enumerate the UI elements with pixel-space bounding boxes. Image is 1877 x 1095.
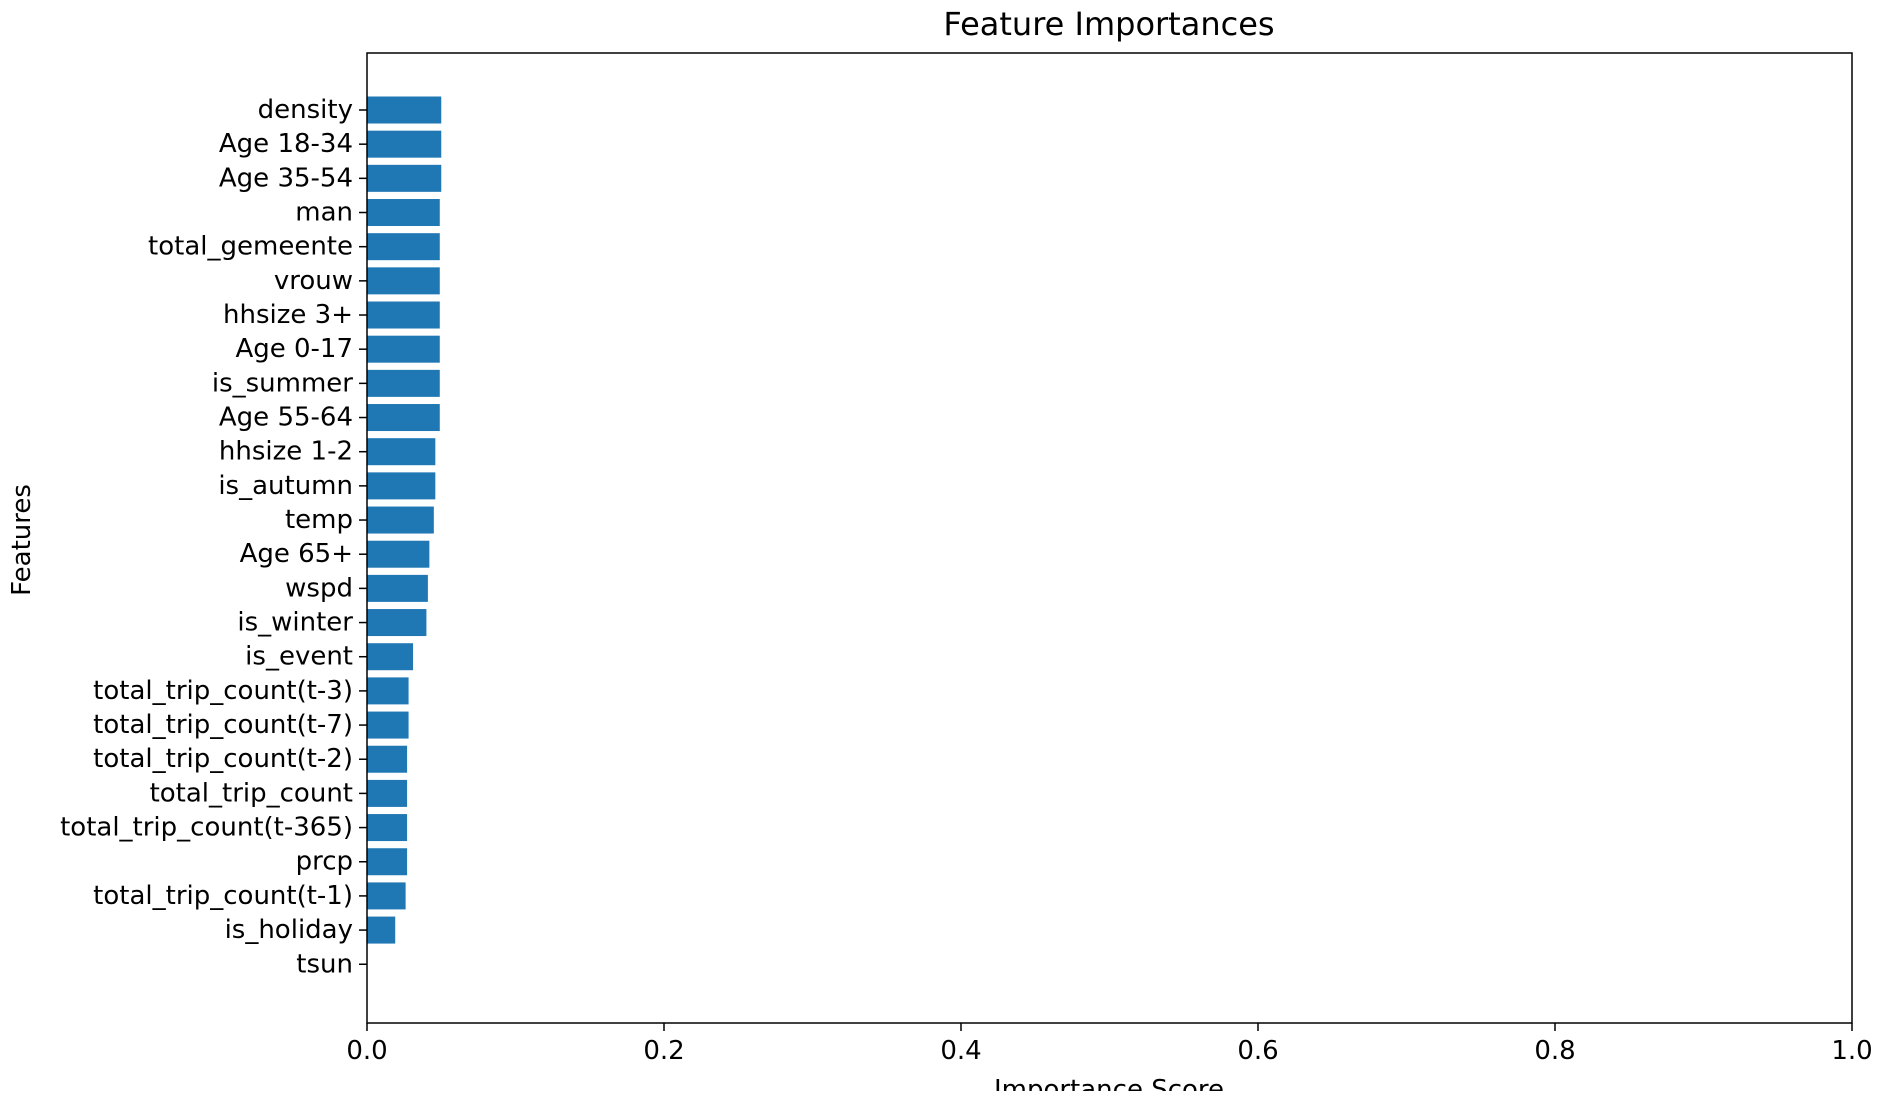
axes-frame (366, 52, 1853, 1024)
bar-is-event (367, 643, 414, 671)
bar-hhsize-1-2 (367, 438, 436, 466)
x-tick-label: 0.6 (1237, 1036, 1278, 1066)
x-tick-label: 1.0 (1831, 1036, 1872, 1066)
y-axis-label: Features (7, 484, 37, 596)
y-tick-label: tsun (296, 949, 353, 979)
y-tick-label: total_trip_count(t-3) (93, 676, 353, 706)
bar-wspd (367, 574, 428, 602)
bar-hhsize-3- (367, 301, 440, 329)
bar-age-0-17 (367, 335, 440, 363)
y-tick-label: total_trip_count(t-1) (93, 881, 353, 911)
y-tick-label: total_trip_count(t-365) (60, 813, 353, 843)
bar-total-trip-count-t-1- (367, 882, 406, 910)
y-tick-label: man (295, 198, 353, 228)
y-tick-label: wspd (285, 573, 353, 603)
bar-prcp (367, 848, 408, 876)
y-tick-label: total_trip_count(t-2) (93, 744, 353, 774)
y-tick-label: hhsize 1-2 (219, 437, 353, 467)
x-axis-label: Importance Score (994, 1075, 1224, 1091)
bar-age-35-54 (367, 164, 442, 192)
x-tick-label: 0.8 (1534, 1036, 1575, 1066)
y-tick-label: hhsize 3+ (223, 300, 353, 330)
chart-title: Feature Importances (943, 5, 1274, 43)
bar-total-trip-count (367, 779, 408, 807)
y-tick-label: is_autumn (218, 471, 353, 501)
x-tick-label: 0.4 (940, 1036, 981, 1066)
bar-density (367, 96, 442, 124)
bar-age-65- (367, 540, 430, 568)
plot-area: density Age 18-34 Age 35-54 man total_gemeen… (60, 52, 1873, 1066)
bar-total-trip-count-t-3- (367, 677, 409, 705)
y-tick-label: prcp (296, 847, 353, 877)
bar-total-trip-count-t-2- (367, 745, 408, 773)
y-tick-label: vrouw (274, 266, 353, 296)
y-tick-label: temp (285, 505, 353, 535)
bar-man (367, 199, 440, 227)
y-tick-label: Age 55-64 (219, 403, 353, 433)
y-tick-label: is_winter (237, 608, 353, 638)
bar-age-18-34 (367, 130, 442, 158)
y-tick-label: total_trip_count(t-7) (93, 710, 353, 740)
x-tick-label: 0.2 (643, 1036, 684, 1066)
bar-is-autumn (367, 472, 436, 500)
bar-total-trip-count-t-7- (367, 711, 409, 739)
bar-total-trip-count-t-365- (367, 814, 408, 842)
bar-is-summer (367, 369, 440, 397)
bar-temp (367, 506, 434, 534)
y-tick-label: Age 35-54 (219, 163, 353, 193)
bar-total-gemeente (367, 233, 440, 261)
y-tick-label: is_event (245, 642, 353, 672)
bar-is-winter (367, 609, 427, 637)
y-tick-label: Age 0-17 (235, 334, 353, 364)
y-tick-label: is_summer (212, 368, 353, 398)
y-tick-label: Age 18-34 (219, 129, 353, 159)
y-tick-label: is_holiday (225, 915, 353, 945)
x-tick-label: 0.0 (346, 1036, 387, 1066)
y-tick-label: total_gemeente (148, 232, 353, 262)
bar-age-55-64 (367, 404, 440, 432)
bar-vrouw (367, 267, 440, 295)
y-tick-label: density (258, 95, 353, 125)
y-tick-label: total_trip_count (150, 778, 353, 808)
y-tick-label: Age 65+ (240, 539, 353, 569)
bar-is-holiday (367, 916, 396, 944)
